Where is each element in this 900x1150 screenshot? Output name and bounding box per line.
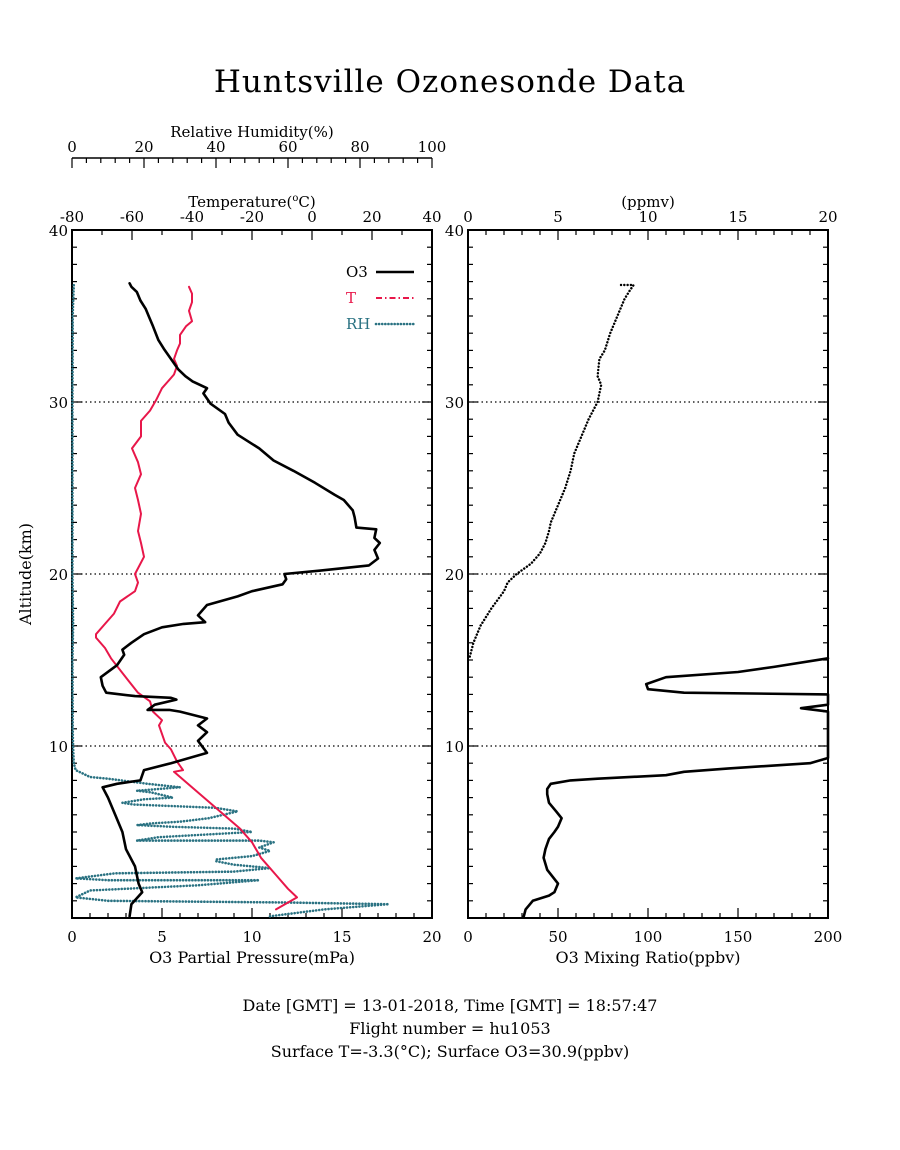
top-axis-tick-label: 0 — [67, 138, 77, 156]
x-axis-label: O3 Partial Pressure(mPa) — [149, 948, 355, 967]
x-tick-label: 50 — [548, 928, 567, 946]
y-tick-label: 30 — [49, 394, 68, 412]
legend-label: O3 — [346, 263, 368, 281]
top-axis-tick-label: 5 — [553, 208, 563, 226]
top-axis-tick-label: -20 — [240, 208, 264, 226]
legend-label: RH — [346, 315, 370, 333]
y-axis-label: Altitude(km) — [16, 523, 35, 626]
footer-surface-values: Surface T=-3.3(°C); Surface O3=30.9(ppbv… — [271, 1042, 630, 1061]
top-axis-tick-label: 20 — [362, 208, 381, 226]
x-tick-label: 150 — [724, 928, 753, 946]
footer-date-time: Date [GMT] = 13-01-2018, Time [GMT] = 18… — [243, 996, 658, 1015]
top-axis-tick-label: -60 — [120, 208, 144, 226]
top-axis-label: (ppmv) — [621, 193, 675, 211]
x-axis-label: O3 Mixing Ratio(ppbv) — [555, 948, 740, 967]
y-tick-label: 40 — [49, 222, 68, 240]
x-tick-label: 15 — [332, 928, 351, 946]
y-tick-label: 40 — [445, 222, 464, 240]
x-tick-label: 5 — [157, 928, 167, 946]
top-axis-tick-label: 0 — [463, 208, 473, 226]
o3-series-line — [99, 282, 382, 918]
top-axis-tick-label: 15 — [728, 208, 747, 226]
top-axis-tick-label: 60 — [278, 138, 297, 156]
top-axis-tick-label: 0 — [307, 208, 317, 226]
rh-series-line — [71, 283, 391, 918]
y-tick-label: 10 — [445, 738, 464, 756]
top-axis-label: Relative Humidity(%) — [170, 123, 333, 141]
y-tick-label: 20 — [445, 566, 464, 584]
top-axis-tick-label: 80 — [350, 138, 369, 156]
x-tick-label: 0 — [67, 928, 77, 946]
x-tick-label: 0 — [463, 928, 473, 946]
chart-title: Huntsville Ozonesonde Data — [214, 64, 686, 100]
y-tick-label: 20 — [49, 566, 68, 584]
top-axis-tick-label: 20 — [134, 138, 153, 156]
top-axis-tick-label: 100 — [418, 138, 447, 156]
top-axis-tick-label: 40 — [206, 138, 225, 156]
y-tick-label: 30 — [445, 394, 464, 412]
top-axis-tick-label: 20 — [818, 208, 837, 226]
top-axis-tick-label: -40 — [180, 208, 204, 226]
top-axis-label: Temperature(oC) — [188, 193, 316, 211]
y-tick-label: 10 — [49, 738, 68, 756]
left-panel: 10 20 30 40 0 5 10 15 20 O3 Partial Pressure(mPa)… — [16, 123, 446, 967]
t-series-line — [95, 285, 298, 911]
o3-mixing-ratio-line — [522, 657, 830, 918]
top-axis-tick-label: -80 — [60, 208, 84, 226]
legend-label: T — [346, 289, 356, 307]
x-tick-label: 100 — [634, 928, 663, 946]
footer-flight-number: Flight number = hu1053 — [349, 1019, 550, 1038]
x-tick-label: 200 — [814, 928, 843, 946]
x-tick-label: 10 — [242, 928, 261, 946]
top-axis-tick-label: 10 — [638, 208, 657, 226]
o3-mixing-ratio-ppmv-line — [468, 283, 635, 658]
top-axis-tick-label: 40 — [422, 208, 441, 226]
x-tick-label: 20 — [422, 928, 441, 946]
